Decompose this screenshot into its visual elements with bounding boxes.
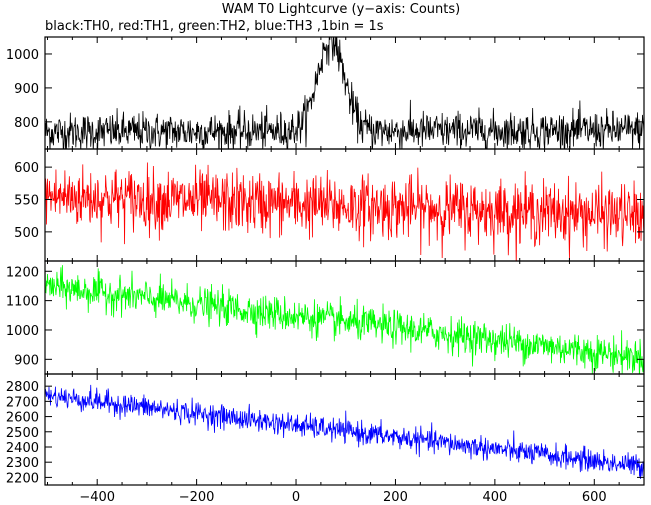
- y-tick-label: 1200: [6, 265, 39, 280]
- y-tick-label: 2200: [6, 471, 39, 486]
- y-tick-label: 1000: [6, 48, 39, 63]
- panel-frame: [44, 373, 645, 486]
- series-line-th1: [45, 162, 644, 261]
- panel-th2: 900 1000 1100 1200: [6, 260, 645, 375]
- y-tick-label: 1100: [6, 295, 39, 310]
- y-tick-label: 900: [14, 82, 39, 97]
- y-tick-label: 2600: [6, 411, 39, 426]
- panels-group: 800 900 1000 500 550 600 900 1000 1100 1200 220023…: [6, 36, 645, 486]
- panel-th1: 500 550 600: [14, 148, 645, 262]
- y-tick-label: 550: [14, 193, 39, 208]
- panel-frame: [44, 260, 645, 375]
- figure-title: WAM T0 Lightcurve (y−axis: Counts): [222, 2, 460, 17]
- y-tick-label: 600: [14, 161, 39, 176]
- y-tick-label: 500: [14, 226, 39, 241]
- y-tick-label: 1000: [6, 324, 39, 339]
- series-line-th2: [45, 262, 644, 374]
- y-tick-label: 900: [14, 353, 39, 368]
- series-line-th3: [45, 384, 644, 480]
- x-tick-label: −200: [179, 490, 215, 505]
- y-tick-label: 2700: [6, 395, 39, 410]
- series-line-th0: [45, 37, 644, 149]
- y-tick-label: 2300: [6, 456, 39, 471]
- figure-subtitle: black:TH0, red:TH1, green:TH2, blue:TH3 …: [45, 19, 384, 34]
- panel-th0: 800 900 1000: [6, 36, 645, 150]
- x-tick-label: 600: [582, 490, 607, 505]
- x-tick-label: 0: [292, 490, 300, 505]
- x-axis: −400 −200 0 200 400 600: [79, 490, 606, 505]
- x-tick-label: 400: [482, 490, 507, 505]
- y-tick-label: 2800: [6, 380, 39, 395]
- x-tick-label: 200: [383, 490, 408, 505]
- y-tick-label: 800: [14, 116, 39, 131]
- x-tick-label: −400: [79, 490, 115, 505]
- y-tick-label: 2400: [6, 441, 39, 456]
- y-tick-label: 2500: [6, 426, 39, 441]
